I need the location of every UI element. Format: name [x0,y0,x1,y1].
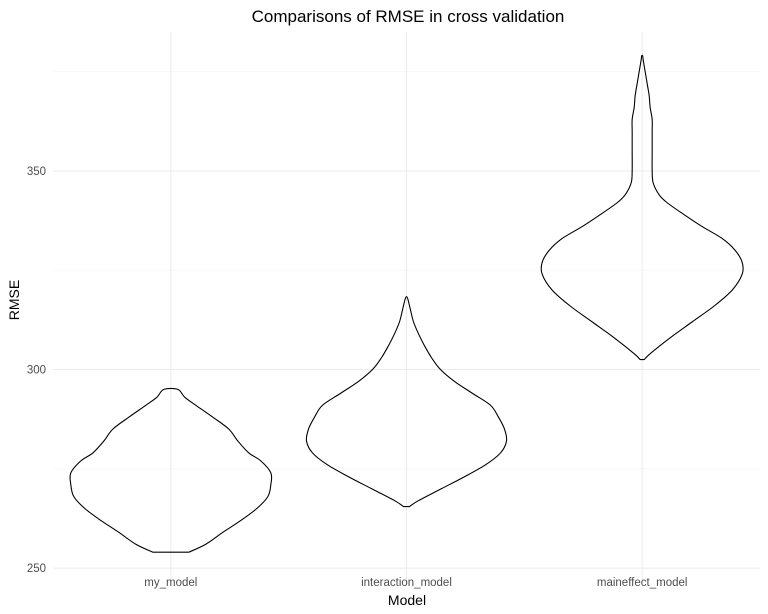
x-tick-label: maineffect_model [597,577,688,589]
y-axis-ticks: 250 300 350 [27,166,46,575]
x-axis-ticks: my_model interaction_model maineffect_mode… [144,577,687,589]
x-tick-label: my_model [144,577,197,589]
y-tick-label: 300 [27,365,46,377]
violin-my-model [69,387,273,553]
y-axis-title: RMSE [6,280,22,320]
violins [69,54,744,553]
x-tick-label: interaction_model [361,577,452,589]
violin-maineffect-model [540,54,744,361]
y-tick-label: 350 [27,166,46,178]
y-tick-label: 250 [27,563,46,575]
grid-lines [53,32,760,580]
chart-title: Comparisons of RMSE in cross validation [252,7,565,26]
violin-interaction-model [305,296,508,508]
x-axis-title: Model [388,592,426,608]
